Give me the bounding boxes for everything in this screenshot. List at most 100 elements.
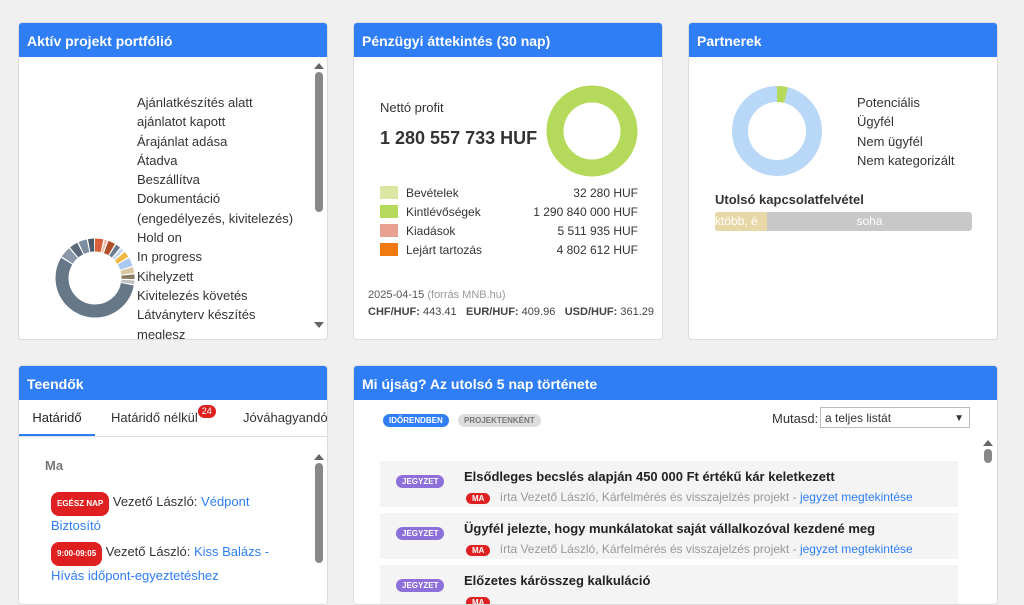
mode-by-project-button[interactable]: PROJEKTENKÉNT bbox=[458, 414, 541, 427]
partners-legend: Potenciális Ügyfél Nem ügyfél Nem katego… bbox=[857, 93, 955, 170]
bar-segment-right: soha bbox=[856, 214, 883, 228]
finance-card: Pénzügyi áttekintés (30 nap) Nettó profi… bbox=[353, 22, 663, 340]
finance-row: Bevételek 32 280 HUF bbox=[380, 183, 638, 202]
news-item[interactable]: JEGYZET Ügyfél jelezte, hogy munkálatoka… bbox=[380, 513, 958, 559]
portfolio-donut-chart bbox=[55, 238, 135, 318]
scroll-down-icon[interactable] bbox=[314, 322, 324, 328]
partners-donut-chart bbox=[732, 86, 822, 176]
portfolio-scrollbar[interactable] bbox=[313, 63, 325, 338]
legend-item[interactable]: In progress bbox=[137, 249, 203, 265]
net-profit-label: Nettó profit bbox=[380, 100, 444, 115]
scroll-thumb[interactable] bbox=[315, 463, 323, 563]
note-tag: JEGYZET bbox=[396, 527, 445, 540]
tab-no-deadline[interactable]: Határidő nélkül 24 bbox=[111, 402, 216, 434]
finance-row-label: Kiadások bbox=[406, 223, 456, 238]
todo-link[interactable]: Védpont Biztosító bbox=[51, 494, 250, 533]
scroll-up-icon[interactable] bbox=[314, 454, 324, 460]
legend-item[interactable]: Kihelyzett bbox=[137, 268, 194, 284]
legend-item[interactable]: Ajánlatkészítés alatt bbox=[137, 95, 253, 110]
news-item-meta: MA írta Vezető László, Kárfelmérés és vi… bbox=[466, 542, 913, 556]
rates-date: 2025-04-15 bbox=[368, 289, 425, 301]
scroll-thumb[interactable] bbox=[984, 449, 992, 463]
legend-item[interactable]: Hold on bbox=[137, 230, 182, 246]
finance-row: Kintlévőségek 1 290 840 000 HUF bbox=[380, 202, 638, 221]
net-profit-value: 1 280 557 733 HUF bbox=[380, 128, 538, 148]
finance-row-value: 5 511 935 HUF bbox=[557, 223, 639, 238]
legend-item[interactable]: ajánlatot kapott bbox=[137, 114, 226, 130]
legend-item[interactable]: Potenciális bbox=[857, 95, 920, 110]
today-badge: MA bbox=[466, 597, 491, 604]
tab-count-badge: 24 bbox=[197, 405, 216, 418]
news-card: Mi újság? Az utolsó 5 nap története IDŐR… bbox=[353, 365, 998, 605]
finance-row: Lejárt tartozás 4 802 612 HUF bbox=[380, 240, 638, 259]
legend-item[interactable]: Nem ügyfél bbox=[857, 133, 923, 149]
time-badge: EGÉSZ NAP bbox=[51, 492, 110, 516]
tab-approvals[interactable]: Jóváhagyandók bbox=[243, 410, 328, 425]
swatch bbox=[380, 224, 398, 237]
note-tag: JEGYZET bbox=[396, 579, 445, 592]
legend-item[interactable]: Nem kategorizált bbox=[857, 152, 955, 168]
news-item[interactable]: JEGYZET Elsődleges becslés alapján 450 0… bbox=[380, 461, 958, 507]
finance-legend: Bevételek 32 280 HUF Kintlévőségek 1 290… bbox=[380, 183, 638, 259]
donut-segment[interactable] bbox=[55, 238, 135, 318]
last-contact-bar[interactable]: ktöbb, é soha bbox=[715, 212, 972, 231]
news-item-title: Elsődleges becslés alapján 450 000 Ft ér… bbox=[464, 469, 835, 484]
news-item-meta: MA bbox=[466, 594, 496, 604]
finance-row: Kiadások 5 511 935 HUF bbox=[380, 221, 638, 240]
legend-item[interactable]: Dokumentáció bbox=[137, 191, 221, 207]
finance-row-value: 4 802 612 HUF bbox=[556, 242, 638, 257]
tab-deadline[interactable]: Határidő bbox=[19, 402, 95, 436]
finance-row-label: Kintlévőségek bbox=[406, 204, 481, 219]
donut-segment[interactable] bbox=[55, 238, 135, 318]
todos-card: Teendők Határidő Határidő nélkül 24 Jóvá… bbox=[18, 365, 328, 605]
legend-item[interactable]: Átadva bbox=[137, 152, 178, 168]
finance-donut-chart bbox=[546, 85, 638, 177]
dropdown-arrow-icon: ▼ bbox=[954, 413, 964, 424]
news-item-title: Ügyfél jelezte, hogy munkálatokat saját … bbox=[464, 521, 876, 536]
todos-tabs: Határidő Határidő nélkül 24 Jóváhagyandó… bbox=[19, 402, 328, 437]
scroll-thumb[interactable] bbox=[315, 72, 323, 212]
bar-segment-left: ktöbb, é bbox=[715, 212, 767, 231]
scroll-up-icon[interactable] bbox=[983, 440, 993, 446]
todos-title: Teendők bbox=[19, 366, 327, 400]
today-badge: MA bbox=[466, 545, 491, 556]
scroll-up-icon[interactable] bbox=[314, 63, 324, 69]
todo-person: Vezető László: bbox=[112, 494, 198, 509]
legend-item[interactable]: Beszállítva bbox=[137, 172, 200, 188]
todo-item[interactable]: 9:00-09:05 Vezető László: Kiss Balázs - … bbox=[51, 542, 291, 586]
rates-source: (forrás MNB.hu) bbox=[427, 289, 506, 301]
swatch bbox=[380, 186, 398, 199]
swatch bbox=[380, 205, 398, 218]
todo-person: Vezető László: bbox=[105, 544, 191, 559]
swatch bbox=[380, 243, 398, 256]
portfolio-title: Aktív projekt portfólió bbox=[19, 23, 327, 57]
view-note-link[interactable]: jegyzet megtekintése bbox=[799, 490, 913, 504]
day-label: Ma bbox=[45, 458, 64, 473]
mode-chronological-button[interactable]: IDŐRENDBEN bbox=[383, 414, 449, 427]
news-item[interactable]: JEGYZET Előzetes kárösszeg kalkuláció MA bbox=[380, 565, 958, 604]
view-note-link[interactable]: jegyzet megtekintése bbox=[799, 542, 913, 556]
todos-scrollbar[interactable] bbox=[313, 454, 325, 594]
news-item-meta: MA írta Vezető László, Kárfelmérés és vi… bbox=[466, 490, 913, 504]
news-item-title: Előzetes kárösszeg kalkuláció bbox=[464, 573, 651, 588]
legend-item[interactable]: meglesz bbox=[137, 326, 186, 340]
donut-segment[interactable] bbox=[55, 238, 135, 318]
todo-link[interactable]: Kiss Balázs - Hívás időpont-egyeztetéshe… bbox=[51, 544, 270, 583]
legend-item[interactable]: Ügyfél bbox=[857, 114, 894, 130]
legend-item[interactable]: Kivitelezés követés bbox=[137, 287, 248, 303]
show-select[interactable]: a teljes listát ▼ bbox=[820, 407, 970, 428]
legend-item[interactable]: Árajánlat adása bbox=[137, 133, 228, 149]
today-badge: MA bbox=[466, 493, 491, 504]
note-tag: JEGYZET bbox=[396, 475, 445, 488]
legend-item[interactable]: Látványterv készítés bbox=[137, 307, 256, 323]
rate-chf: CHF/HUF: 443.41 bbox=[368, 306, 457, 318]
show-label: Mutasd: bbox=[772, 411, 819, 426]
rate-usd: USD/HUF: 361.29 bbox=[564, 306, 654, 318]
news-scrollbar[interactable] bbox=[982, 440, 994, 590]
portfolio-card: Aktív projekt portfólió Ajánlatkészítés … bbox=[18, 22, 328, 340]
todo-item[interactable]: EGÉSZ NAP Vezető László: Védpont Biztosí… bbox=[51, 492, 291, 536]
legend-item[interactable]: (engedélyezés, kivitelezés) bbox=[137, 210, 294, 226]
finance-row-label: Bevételek bbox=[406, 185, 459, 200]
time-badge: 9:00-09:05 bbox=[51, 542, 103, 566]
rate-eur: EUR/HUF: 409.96 bbox=[466, 306, 556, 318]
